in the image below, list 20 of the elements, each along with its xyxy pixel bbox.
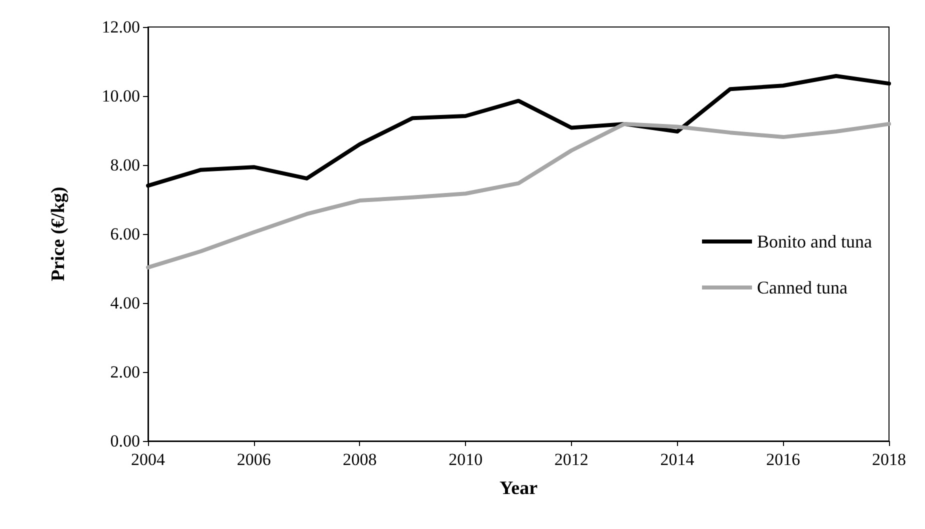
y-tick-label: 6.00 — [110, 224, 140, 244]
y-tick-label: 10.00 — [102, 86, 140, 106]
legend-label: Bonito and tuna — [757, 232, 872, 252]
x-tick-label: 2004 — [131, 450, 166, 469]
x-tick-label: 2006 — [236, 450, 271, 469]
y-tick-label: 8.00 — [110, 156, 140, 174]
y-tick-label: 4.00 — [110, 294, 140, 312]
x-axis-title: Year — [500, 478, 538, 499]
line-series — [146, 122, 891, 270]
y-axis-title: Price (€/kg) — [48, 186, 69, 282]
x-tick-label: 2012 — [554, 450, 588, 469]
x-tick-label: 2016 — [766, 450, 800, 469]
x-tick-label: 2008 — [342, 450, 377, 469]
legend-label: Canned tuna — [757, 278, 848, 298]
x-tick-label: 2010 — [448, 450, 483, 469]
x-tick-label: 2018 — [872, 450, 906, 469]
y-tick-label: 2.00 — [110, 362, 140, 382]
x-tick-label: 2014 — [660, 450, 695, 469]
y-tick-label: 0.00 — [110, 432, 140, 450]
y-tick-label: 12.00 — [102, 18, 140, 36]
